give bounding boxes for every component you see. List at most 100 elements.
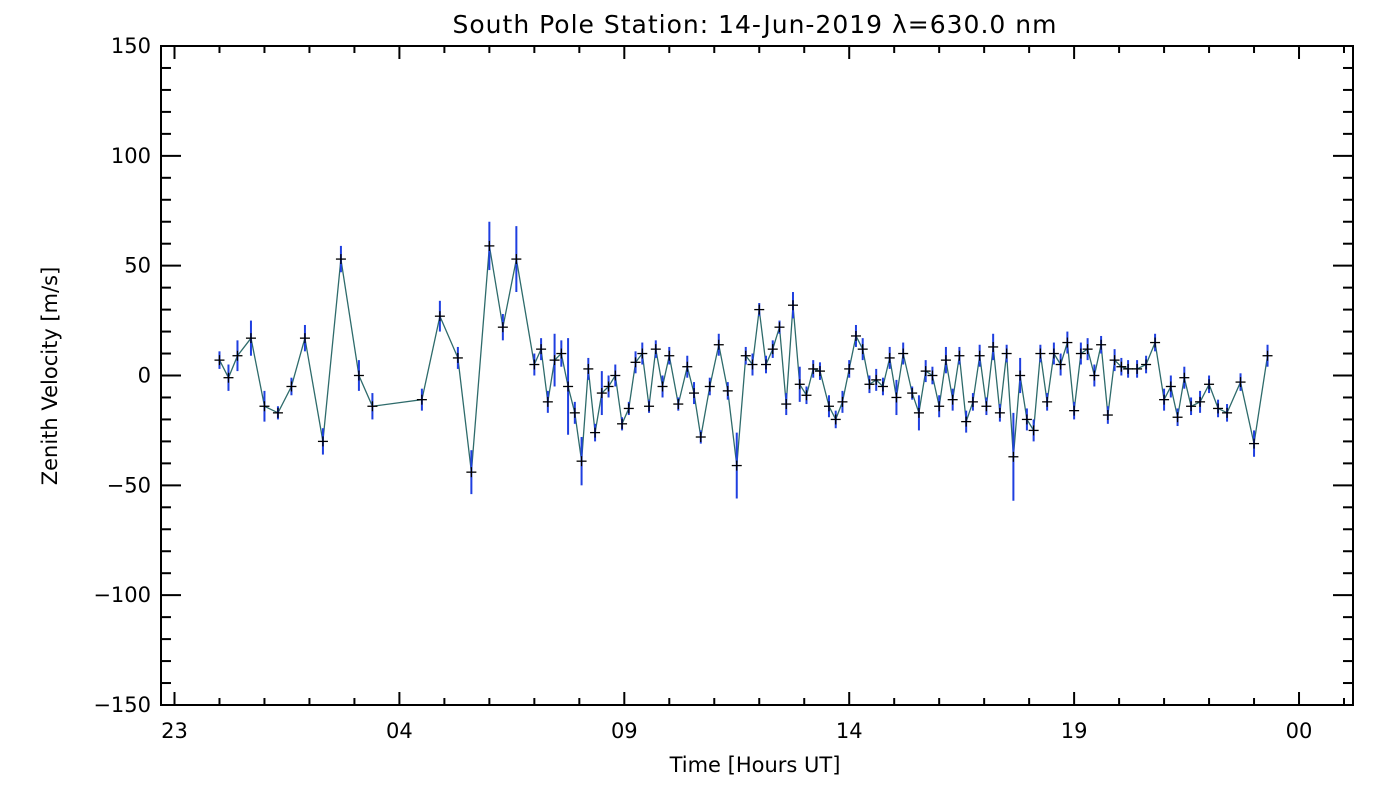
- data-point: [1048, 348, 1059, 359]
- data-point: [837, 396, 848, 407]
- data-point: [1213, 403, 1224, 414]
- data-point: [556, 348, 567, 359]
- data-point: [740, 350, 751, 361]
- data-point: [259, 401, 270, 412]
- data-point: [907, 388, 918, 399]
- data-point: [650, 344, 661, 355]
- data-point: [272, 407, 283, 418]
- data-point: [1159, 394, 1170, 405]
- x-tick-label: 00: [1286, 719, 1313, 743]
- x-tick-label: 19: [1061, 719, 1088, 743]
- data-point: [576, 456, 587, 467]
- data-point: [1015, 370, 1026, 381]
- data-point: [988, 341, 999, 352]
- data-point: [542, 396, 553, 407]
- data-point: [511, 254, 522, 265]
- x-tick-label: 09: [611, 719, 638, 743]
- plot-area: 23 04 09 14 19 00 −150 −100 −50 0 50 100 150: [93, 34, 1354, 743]
- data-point: [223, 372, 234, 383]
- data-point: [497, 322, 508, 333]
- data-point: [913, 407, 924, 418]
- data-point: [871, 374, 882, 385]
- data-point: [781, 399, 792, 410]
- data-point: [657, 381, 668, 392]
- data-point: [801, 390, 812, 401]
- plot-frame: [160, 45, 1354, 706]
- data-point: [689, 388, 700, 399]
- data-point: [961, 416, 972, 427]
- data-point: [747, 359, 758, 370]
- data-point: [1102, 410, 1113, 421]
- data-point: [245, 333, 256, 344]
- data-point: [317, 436, 328, 447]
- data-point: [1150, 337, 1161, 348]
- data-point: [1035, 348, 1046, 359]
- data-point: [830, 414, 841, 425]
- data-point: [1195, 396, 1206, 407]
- y-tick-label: 100: [111, 144, 151, 168]
- data-point: [484, 240, 495, 251]
- data-point: [1075, 348, 1086, 359]
- data-point: [967, 396, 978, 407]
- data-point: [808, 363, 819, 374]
- data-point: [623, 403, 634, 414]
- data-point: [1001, 348, 1012, 359]
- data-point: [673, 399, 684, 410]
- data-point: [1055, 359, 1066, 370]
- data-point: [610, 370, 621, 381]
- data-point: [695, 432, 706, 443]
- data-point: [1186, 401, 1197, 412]
- data-point: [569, 407, 580, 418]
- data-point: [536, 344, 547, 355]
- data-point: [927, 370, 938, 381]
- data-point: [877, 381, 888, 392]
- data-point: [286, 381, 297, 392]
- data-point: [920, 366, 931, 377]
- data-point: [713, 339, 724, 350]
- data-point: [891, 392, 902, 403]
- data-point: [1021, 414, 1032, 425]
- data-point: [563, 381, 574, 392]
- data-point: [1109, 355, 1120, 366]
- data-point: [1262, 350, 1273, 361]
- data-point: [299, 333, 310, 344]
- data-point: [644, 401, 655, 412]
- data-point: [1089, 370, 1100, 381]
- data-point: [1132, 363, 1143, 374]
- data-point: [682, 361, 693, 372]
- data-point: [583, 363, 594, 374]
- x-axis-title: Time [Hours UT]: [669, 753, 841, 777]
- data-point: [754, 304, 765, 315]
- data-point: [1222, 407, 1233, 418]
- data-point: [367, 401, 378, 412]
- data-point: [947, 394, 958, 405]
- data-point: [722, 385, 733, 396]
- data-point: [731, 460, 742, 471]
- data-point: [823, 401, 834, 412]
- data-point: [934, 401, 945, 412]
- data-point: [416, 394, 427, 405]
- data-point: [1249, 438, 1260, 449]
- data-point: [1141, 359, 1152, 370]
- data-point: [596, 388, 607, 399]
- data-point: [787, 300, 798, 311]
- data-point: [1172, 412, 1183, 423]
- data-point: [704, 381, 715, 392]
- data-point: [603, 381, 614, 392]
- data-point: [1235, 377, 1246, 388]
- data-point: [1204, 379, 1215, 390]
- data-point: [452, 352, 463, 363]
- y-tick-label: −50: [107, 473, 151, 497]
- data-point: [898, 348, 909, 359]
- data-point: [1165, 381, 1176, 392]
- data-point: [954, 350, 965, 361]
- data-point: [1096, 339, 1107, 350]
- data-point: [1123, 363, 1134, 374]
- data-point: [857, 344, 868, 355]
- data-point: [1082, 344, 1093, 355]
- data-point: [1116, 361, 1127, 372]
- data-point: [529, 359, 540, 370]
- y-axis-title: Zenith Velocity [m/s]: [38, 267, 62, 486]
- x-tick-label: 04: [386, 719, 413, 743]
- data-point: [664, 350, 675, 361]
